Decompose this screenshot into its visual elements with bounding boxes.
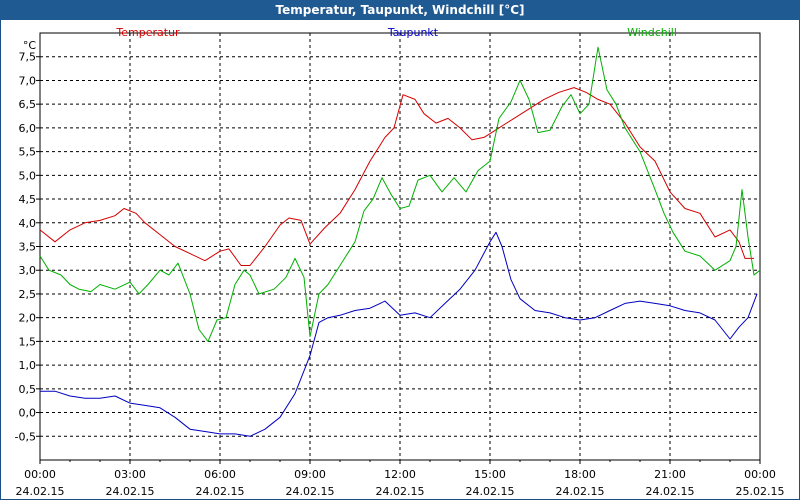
y-tick-label: 1,0 xyxy=(19,359,37,372)
y-tick-label: 1,5 xyxy=(19,335,37,348)
x-tick-time-label: 21:00 xyxy=(654,468,686,481)
chart-title: Temperatur, Taupunkt, Windchill [°C] xyxy=(0,0,800,20)
y-tick-label: 5,0 xyxy=(19,169,37,182)
x-tick-date-label: 25.02.15 xyxy=(736,485,785,498)
x-tick-date-label: 24.02.15 xyxy=(16,485,65,498)
y-tick-label: 4,5 xyxy=(19,193,37,206)
x-tick-time-label: 15:00 xyxy=(474,468,506,481)
y-tick-label: 5,5 xyxy=(19,146,37,159)
x-tick-date-label: 24.02.15 xyxy=(556,485,605,498)
y-tick-label: -0,5 xyxy=(15,430,36,443)
axis-ticks: °C7,5 7,0 6,5 6,0 5,5 5,0 4,5 4,0 3,5 3,0 2,5 2,0 1,… xyxy=(15,39,785,498)
x-tick-date-label: 24.02.15 xyxy=(286,485,335,498)
x-tick-date-label: 24.02.15 xyxy=(466,485,515,498)
data-series xyxy=(39,46,761,437)
y-tick-label: 2,5 xyxy=(19,288,37,301)
y-tick-label: 7,5 xyxy=(19,51,37,64)
y-tick-label: 0,5 xyxy=(19,383,37,396)
legend-temperatur: Temperatur xyxy=(115,26,180,39)
x-tick-date-label: 24.02.15 xyxy=(196,485,245,498)
legend: Temperatur Taupunkt Windchill xyxy=(115,26,677,39)
grid-lines xyxy=(40,33,760,460)
x-tick-time-label: 18:00 xyxy=(564,468,596,481)
x-tick-time-label: 06:00 xyxy=(204,468,236,481)
y-tick-label: 3,5 xyxy=(19,241,37,254)
y-tick-label: 6,5 xyxy=(19,98,37,111)
x-tick-date-label: 24.02.15 xyxy=(646,485,695,498)
x-tick-date-label: 24.02.15 xyxy=(376,485,425,498)
y-tick-label: 2,0 xyxy=(19,312,37,325)
x-tick-time-label: 00:00 xyxy=(744,468,776,481)
series-line-taupunkt xyxy=(40,231,758,437)
x-tick-time-label: 03:00 xyxy=(114,468,146,481)
y-axis-unit-label: °C xyxy=(23,39,37,52)
x-tick-time-label: 09:00 xyxy=(294,468,326,481)
y-tick-label: 6,0 xyxy=(19,122,37,135)
x-tick-time-label: 00:00 xyxy=(24,468,56,481)
x-tick-time-label: 12:00 xyxy=(384,468,416,481)
series-line-temperatur xyxy=(39,87,754,266)
legend-taupunkt: Taupunkt xyxy=(387,26,439,39)
y-tick-label: 4,0 xyxy=(19,217,37,230)
y-tick-label: 0,0 xyxy=(19,407,37,420)
y-tick-label: 3,0 xyxy=(19,264,37,277)
y-tick-label: 7,0 xyxy=(19,74,37,87)
series-line-windchill xyxy=(39,46,761,342)
x-tick-date-label: 24.02.15 xyxy=(106,485,155,498)
legend-windchill: Windchill xyxy=(627,26,677,39)
